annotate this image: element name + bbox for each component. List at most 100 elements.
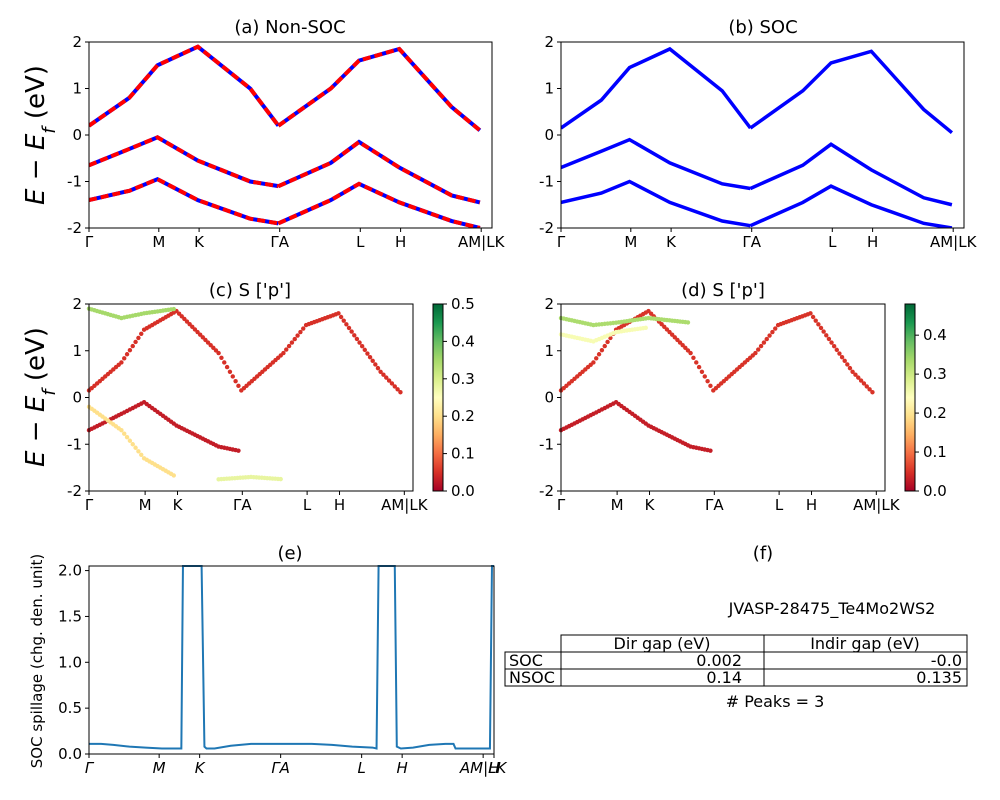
xtick-label: M <box>152 233 165 251</box>
band-point <box>831 344 837 349</box>
band-point <box>230 374 235 379</box>
band-point <box>867 387 872 392</box>
panel-c-yticks: -2 -1 0 1 2 <box>67 295 89 500</box>
colorbar-tick-label: 0.3 <box>451 370 475 388</box>
ytick-label: -2 <box>67 219 82 237</box>
ytick-label: -2 <box>539 219 554 237</box>
band-point <box>284 347 289 352</box>
panel-a-title: (a) Non-SOC <box>234 17 345 38</box>
ytick-label: 0 <box>544 389 554 407</box>
panel-a-ylabel: E − Ef (eV) <box>21 65 60 205</box>
band-line-spin-up <box>277 46 482 132</box>
panel-b-frame <box>560 41 965 229</box>
ytick-label: 1 <box>72 80 82 98</box>
xtick-label: H <box>397 759 408 777</box>
band-point <box>301 326 306 331</box>
xtick-label: K <box>195 759 206 777</box>
band-point <box>344 322 349 327</box>
ytick-label: -1 <box>67 173 82 191</box>
colorbar-tick-label: 0.4 <box>451 332 475 350</box>
band-point <box>605 339 610 345</box>
band-point <box>591 360 596 365</box>
band-point <box>130 442 135 447</box>
colorbar-tick-label: 0.2 <box>451 407 475 425</box>
xtick-label: K <box>666 233 677 251</box>
band-point <box>357 340 362 345</box>
xtick-label: ΓA <box>705 496 724 514</box>
xtick-label: H <box>806 496 817 514</box>
band-point <box>233 378 238 384</box>
band-point <box>346 325 352 331</box>
band-point <box>864 384 869 389</box>
table-row-nsoc-indir: 0.135 <box>916 668 962 687</box>
band-point <box>694 360 699 365</box>
band-point <box>395 387 400 392</box>
panel-c-ylabel: E − Ef (eV) <box>21 327 60 467</box>
ytick-label: 2.0 <box>58 562 82 580</box>
band-line-spin-down <box>89 44 281 128</box>
panel-a-yticks: -2 -1 0 1 2 <box>67 33 89 237</box>
xtick-label: L <box>356 233 365 251</box>
panel-b-title: (b) SOC <box>728 17 797 38</box>
colorbar-tick-label: 0.0 <box>923 482 947 500</box>
band-line <box>749 184 953 228</box>
band-point <box>685 320 691 325</box>
ytick-label: 1.5 <box>58 607 82 625</box>
band-point <box>295 333 300 338</box>
table-header-indir: Indir gap (eV) <box>810 634 920 653</box>
xtick-label: H <box>488 759 499 777</box>
band-point <box>696 364 702 370</box>
table-header-dir: Dir gap (eV) <box>614 634 711 653</box>
band-point <box>367 354 373 360</box>
panel-e-marks <box>89 565 494 750</box>
panel-d-marks <box>558 308 875 453</box>
xtick-label: Γ <box>85 233 94 251</box>
band-line-spin-down <box>277 181 481 228</box>
band-point <box>699 369 705 374</box>
band-point <box>227 369 233 374</box>
panel-b-marks <box>561 46 954 228</box>
band-point <box>139 452 144 457</box>
band-point <box>286 343 292 349</box>
band-point <box>861 381 867 386</box>
band-point <box>870 390 875 395</box>
band-point <box>281 350 286 356</box>
colorbar-tick-label: 0.0 <box>451 482 475 500</box>
band-point <box>136 335 141 341</box>
panel-d-frame <box>560 303 886 492</box>
xtick-label: L <box>303 496 312 514</box>
panel-e-spillage: (e) SOC spillage (chg. den. unit) 0.0 0.5… <box>28 543 508 777</box>
peaks-footer: # Peaks = 3 <box>726 692 825 711</box>
ytick-label: -1 <box>67 435 82 453</box>
band-point <box>127 347 133 353</box>
band-point <box>219 355 224 360</box>
panel-a-xticks: Γ M K ΓA L H AM|LK <box>85 228 506 251</box>
table-row-nsoc-label: NSOC <box>509 668 555 687</box>
band-point <box>171 473 176 478</box>
xtick-label: ΓA <box>270 233 289 251</box>
xtick-label: L <box>357 759 365 777</box>
xtick-label: H <box>334 496 345 514</box>
band-point <box>602 343 607 349</box>
band-point <box>767 333 772 338</box>
band-point <box>365 351 370 356</box>
band-point <box>122 431 127 436</box>
band-point <box>761 340 767 345</box>
ytick-label: -2 <box>539 482 554 500</box>
band-point <box>122 356 127 361</box>
band-point <box>821 329 826 334</box>
colorbar-tick-label: 0.5 <box>451 295 475 313</box>
xtick-label: H <box>395 233 406 251</box>
band-point <box>133 445 138 450</box>
band-point <box>398 390 403 395</box>
xtick-label: AM|LK <box>459 759 508 777</box>
panel-c-colorbar: 0.0 0.1 0.2 0.3 0.4 0.5 <box>432 295 475 500</box>
band-line <box>561 46 752 130</box>
band-point <box>705 378 710 384</box>
panel-e-xticks: Γ M K ΓA L H AM|LKH <box>85 754 508 777</box>
band-point <box>389 381 395 386</box>
band-point <box>708 448 713 453</box>
band-point <box>359 344 365 349</box>
